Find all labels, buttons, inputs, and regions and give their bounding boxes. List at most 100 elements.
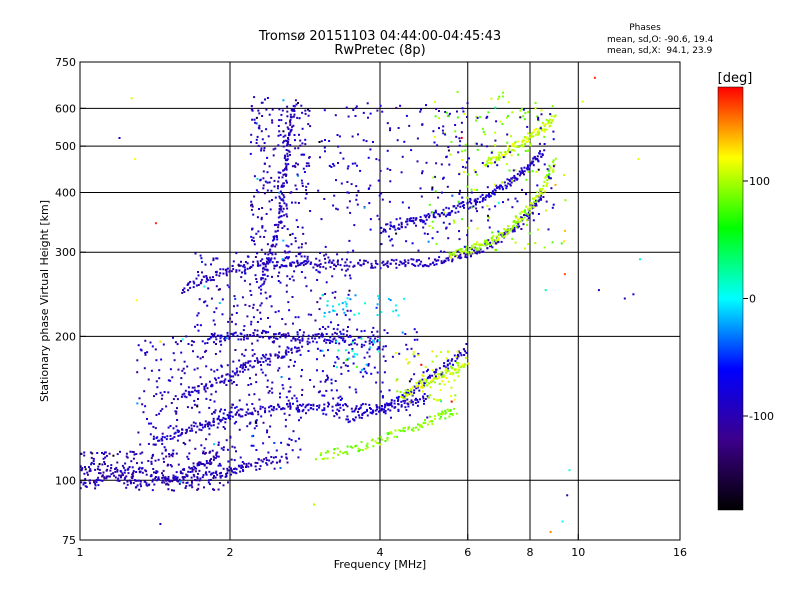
data-point	[122, 466, 125, 469]
data-point	[498, 233, 500, 236]
data-point	[105, 477, 108, 480]
data-point	[102, 457, 105, 460]
data-point	[266, 379, 269, 382]
data-point	[422, 390, 424, 393]
data-point	[227, 379, 230, 382]
data-point	[167, 391, 170, 394]
data-point	[397, 408, 400, 411]
data-point	[255, 280, 258, 283]
data-point	[315, 263, 318, 266]
data-point	[152, 425, 155, 428]
data-point	[252, 306, 255, 309]
data-point	[233, 295, 236, 298]
data-point	[173, 359, 176, 362]
data-point	[215, 452, 218, 455]
data-point	[265, 213, 268, 215]
data-point	[289, 407, 292, 410]
data-point	[126, 483, 129, 486]
data-point	[249, 283, 252, 286]
data-point	[350, 183, 353, 186]
data-point	[192, 465, 195, 468]
data-point	[378, 409, 381, 412]
data-point	[397, 400, 399, 402]
data-point	[226, 373, 229, 376]
data-point	[265, 462, 268, 465]
data-point	[201, 476, 204, 479]
data-point	[136, 371, 139, 374]
data-point	[513, 227, 516, 229]
data-point	[521, 172, 524, 174]
data-point	[285, 396, 288, 399]
data-point	[389, 169, 392, 171]
data-point	[335, 179, 337, 182]
data-point	[363, 259, 366, 262]
data-point	[238, 428, 241, 431]
data-point	[534, 133, 537, 136]
data-point	[441, 262, 444, 264]
data-point	[465, 245, 468, 248]
data-point	[511, 179, 514, 182]
data-point	[487, 158, 490, 161]
data-point	[440, 400, 443, 403]
data-point	[543, 135, 546, 138]
data-point	[474, 171, 477, 174]
data-point	[481, 127, 484, 130]
data-point	[336, 408, 339, 411]
data-point	[423, 393, 426, 395]
data-point	[103, 477, 106, 480]
x-tick-label: 16	[673, 546, 687, 559]
data-point	[551, 241, 554, 244]
data-point	[447, 212, 450, 215]
data-point	[525, 167, 528, 170]
data-point	[285, 457, 288, 460]
data-point	[249, 412, 252, 415]
colorbar-gradient	[717, 86, 744, 511]
data-point	[209, 279, 212, 282]
data-point	[300, 404, 303, 407]
data-point	[273, 257, 276, 260]
data-point	[245, 464, 248, 467]
data-point	[176, 419, 179, 421]
data-point	[382, 260, 385, 263]
data-point	[476, 116, 479, 119]
data-point	[330, 378, 333, 381]
data-point	[263, 192, 266, 195]
data-point	[140, 461, 143, 464]
data-point	[455, 355, 458, 358]
data-point	[233, 372, 236, 375]
data-point	[490, 157, 493, 160]
data-point	[285, 284, 288, 287]
data-point	[413, 385, 416, 388]
data-point	[197, 385, 200, 388]
data-point	[106, 465, 109, 468]
data-point	[253, 175, 256, 178]
data-point	[502, 201, 504, 204]
data-point	[518, 217, 521, 220]
data-point	[272, 456, 275, 459]
data-point	[470, 244, 473, 247]
data-point	[112, 454, 115, 457]
data-point	[460, 131, 463, 134]
data-point	[518, 174, 521, 177]
data-point	[290, 263, 293, 266]
data-point	[504, 184, 507, 187]
data-point	[517, 218, 520, 221]
data-point	[276, 236, 278, 239]
data-point	[407, 259, 410, 262]
data-point	[235, 450, 237, 453]
data-point	[510, 229, 513, 232]
data-point	[284, 162, 287, 165]
data-point	[501, 123, 504, 125]
data-point	[457, 375, 460, 378]
data-point	[527, 208, 529, 211]
data-point	[257, 458, 260, 461]
data-point	[428, 214, 431, 217]
data-point	[94, 482, 97, 485]
data-point	[545, 183, 548, 186]
data-point	[347, 191, 350, 194]
data-point	[376, 314, 379, 316]
data-point	[458, 230, 460, 233]
data-point	[507, 149, 510, 152]
data-point	[458, 366, 461, 369]
data-point	[323, 254, 326, 257]
